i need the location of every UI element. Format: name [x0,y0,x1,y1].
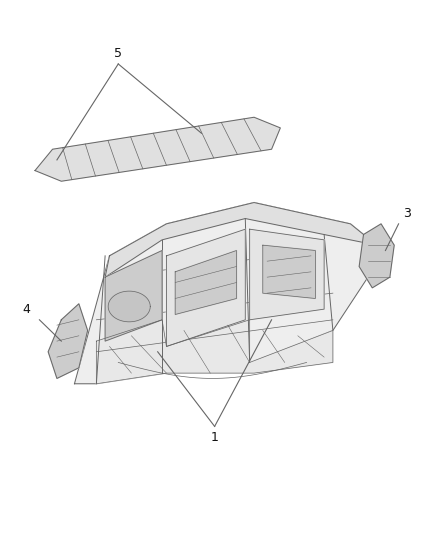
Polygon shape [175,251,237,314]
Text: 5: 5 [114,47,122,60]
Polygon shape [105,203,377,277]
Polygon shape [263,245,315,298]
Polygon shape [48,304,88,378]
Polygon shape [166,229,245,346]
Polygon shape [105,251,162,341]
Text: 1: 1 [211,431,219,443]
Text: 3: 3 [403,207,411,220]
Text: 4: 4 [22,303,30,316]
Polygon shape [108,291,150,322]
Polygon shape [35,117,280,181]
Polygon shape [250,229,324,320]
Polygon shape [359,224,394,288]
Polygon shape [96,320,333,384]
Polygon shape [74,203,377,384]
